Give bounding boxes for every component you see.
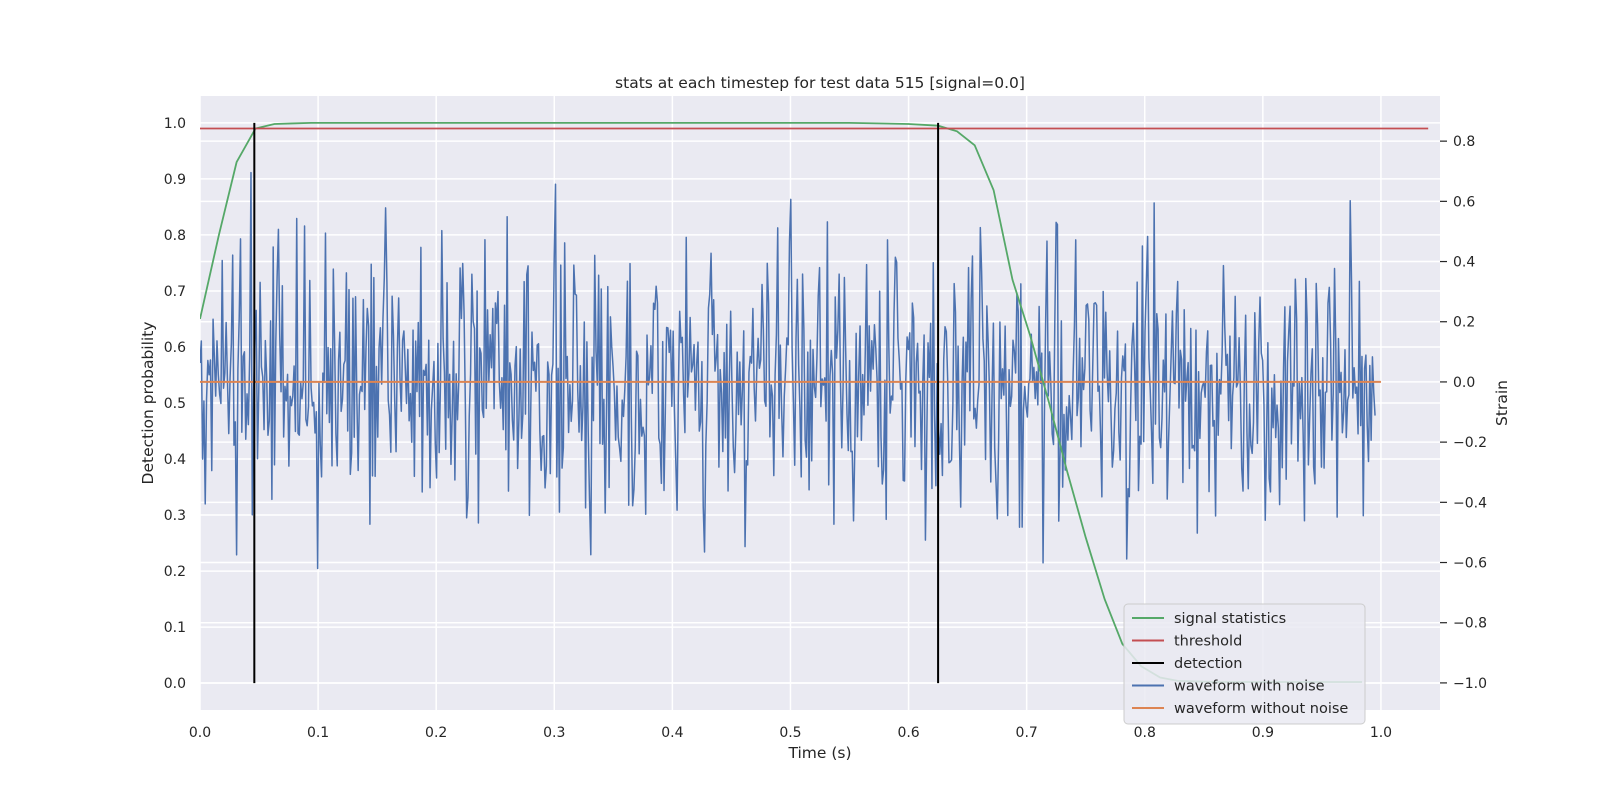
left-y-axis-label: Detection probability: [139, 322, 157, 485]
x-tick-label: 0.9: [1252, 725, 1274, 741]
x-tick-label: 0.1: [307, 725, 329, 741]
x-tick-label: 0.2: [425, 725, 447, 741]
x-tick-label: 1.0: [1370, 725, 1392, 741]
left-y-tick-label: 0.8: [164, 228, 186, 244]
axes: 0.0 0.1 0.2 0.3 0.4 0.5 0.6 0.7 0.8 0.9 1.0 0.0 0.1 0…: [164, 116, 1487, 741]
right-y-tick-label: −0.2: [1453, 435, 1487, 451]
left-y-tick-label: 0.3: [164, 508, 186, 524]
legend: signal statistics threshold detection wavef…: [1123, 603, 1366, 725]
right-y-tick-label: 0.4: [1453, 255, 1475, 271]
x-tick-label: 0.3: [543, 725, 565, 741]
x-tick-label: 0.8: [1134, 725, 1156, 741]
left-y-tick-label: 0.5: [164, 396, 186, 412]
left-y-tick-label: 1.0: [164, 116, 186, 132]
x-tick-label: 0.0: [189, 725, 211, 741]
right-y-tick-label: −1.0: [1453, 676, 1487, 692]
left-y-tick-label: 0.0: [164, 676, 186, 692]
left-y-tick-label: 0.1: [164, 620, 186, 636]
right-y-tick-label: 0.6: [1453, 194, 1475, 210]
x-tick-label: 0.5: [779, 725, 801, 741]
x-axis-label: Time (s): [787, 744, 851, 762]
chart-title: stats at each timestep for test data 515…: [615, 74, 1025, 92]
legend-label: threshold: [1174, 634, 1242, 650]
waveform-with-noise-line: [200, 171, 1376, 570]
right-y-tick-label: 0.2: [1453, 315, 1475, 331]
left-y-tick-label: 0.6: [164, 340, 186, 356]
right-y-tick-label: −0.8: [1453, 616, 1487, 632]
x-tick-label: 0.4: [661, 725, 683, 741]
left-y-tick-label: 0.7: [164, 284, 186, 300]
left-y-tick-label: 0.4: [164, 452, 186, 468]
right-y-tick-label: −0.4: [1453, 495, 1487, 511]
legend-box: [1123, 603, 1366, 725]
left-y-tick-label: 0.9: [164, 172, 186, 188]
legend-label: detection: [1174, 656, 1242, 672]
x-tick-label: 0.7: [1016, 725, 1038, 741]
right-y-tick-label: 0.8: [1453, 134, 1475, 150]
legend-label: waveform without noise: [1174, 701, 1348, 717]
legend-label: signal statistics: [1174, 611, 1286, 627]
right-y-tick-label: −0.6: [1453, 556, 1487, 572]
right-y-tick-label: 0.0: [1453, 375, 1475, 391]
right-y-axis-label: Strain: [1493, 380, 1511, 426]
x-tick-label: 0.6: [897, 725, 919, 741]
left-y-tick-label: 0.2: [164, 564, 186, 580]
legend-label: waveform with noise: [1174, 679, 1325, 695]
